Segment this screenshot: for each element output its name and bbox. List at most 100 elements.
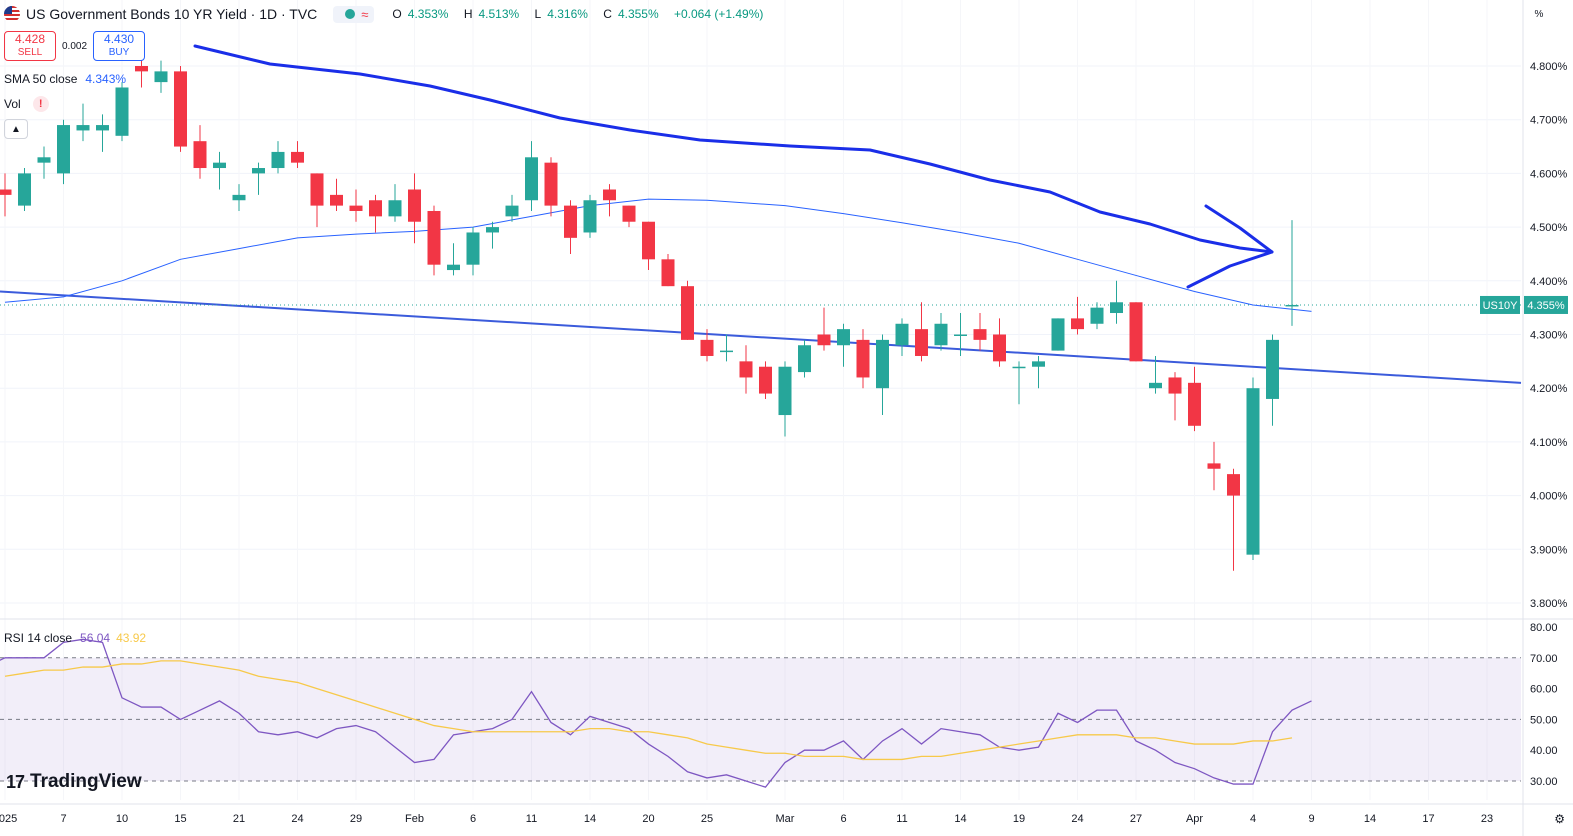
candle <box>57 119 70 185</box>
candle-body <box>232 194 246 201</box>
time-tick-label: 15 <box>174 813 186 825</box>
price-tick-label: 4.100% <box>1530 437 1568 449</box>
candle <box>583 194 597 238</box>
candle-body <box>1285 304 1299 307</box>
candle-body <box>915 329 928 356</box>
price-tick-label: 4.800% <box>1530 61 1568 73</box>
price-tick-label: 4.600% <box>1530 168 1568 180</box>
time-tick-label: 10 <box>116 813 128 825</box>
price-tag[interactable]: US10Y 4.355% <box>1480 295 1568 314</box>
ohlc-low: L 4.316% <box>534 7 588 21</box>
sell-price: 4.428 <box>14 32 46 46</box>
vol-label: Vol <box>4 97 21 111</box>
candle-body <box>1149 382 1162 389</box>
symbol-title[interactable]: US Government Bonds 10 YR Yield · 1D · T… <box>26 6 318 22</box>
market-status-pill[interactable]: ≈ <box>333 5 375 23</box>
time-tick-label: 6 <box>470 813 476 825</box>
collapse-icon[interactable]: ▲ <box>4 119 28 139</box>
time-tick-label: 25 <box>701 813 713 825</box>
time-tick-label: 20 <box>642 813 654 825</box>
candle-body <box>681 286 694 340</box>
rsi-line <box>0 638 1312 788</box>
candle-body <box>720 350 733 353</box>
candle-body <box>57 125 70 174</box>
candle <box>330 178 343 211</box>
buy-label: BUY <box>108 47 130 58</box>
candle <box>837 323 850 367</box>
candle <box>1227 468 1240 571</box>
candle-body <box>427 210 441 265</box>
candle <box>1090 302 1104 330</box>
time-tick-label: 14 <box>584 813 596 825</box>
candle-body <box>1012 366 1026 369</box>
candle <box>798 339 811 378</box>
market-open-icon <box>345 9 356 19</box>
percent-toggle[interactable]: % <box>1534 8 1544 20</box>
sma-legend[interactable]: SMA 50 close 4.343% <box>4 72 126 86</box>
candle <box>564 200 577 254</box>
time-tick-label: 11 <box>526 813 537 825</box>
candle <box>388 184 402 222</box>
candle-body <box>973 329 987 340</box>
freehand-arrowhead <box>1186 204 1274 289</box>
candle <box>193 125 207 179</box>
candle <box>1207 441 1221 491</box>
warning-icon[interactable]: ! <box>32 96 49 112</box>
rsi-ma-line <box>4 660 1293 761</box>
spread-value: 0.002 <box>62 40 88 52</box>
candle-body <box>1110 302 1123 314</box>
tradingview-logo[interactable]: 17 TradingView <box>6 771 142 793</box>
approx-icon: ≈ <box>361 6 369 22</box>
candle <box>1012 361 1026 405</box>
candle <box>0 173 12 217</box>
candle-body <box>115 87 129 136</box>
price-tag-symbol-bg <box>1480 295 1520 314</box>
rsi-legend[interactable]: RSI 14 close 56.04 43.92 <box>4 631 146 645</box>
candle <box>115 82 129 142</box>
candle-body <box>1071 318 1084 330</box>
candle <box>622 205 636 228</box>
price-tag-symbol: US10Y <box>1483 300 1519 312</box>
settings-icon[interactable]: ⚙ <box>1554 812 1565 826</box>
candle <box>174 66 187 152</box>
candle-body <box>369 200 382 217</box>
candle-body <box>1051 318 1065 351</box>
candle-body <box>642 221 655 260</box>
candle-body <box>1090 307 1104 324</box>
candle-body <box>193 141 207 169</box>
rsi-ma-value: 43.92 <box>116 631 147 645</box>
ohlc-close: C 4.355% <box>603 7 659 21</box>
logo-text: TradingView <box>30 771 142 792</box>
candle <box>642 221 655 271</box>
candle <box>18 168 31 211</box>
time-tick-label: 14 <box>1364 813 1376 825</box>
time-tick-label: 24 <box>291 813 303 825</box>
candle-body <box>1129 302 1143 362</box>
candle-body <box>1227 474 1240 496</box>
candle-body <box>486 227 499 233</box>
candle <box>1188 366 1201 432</box>
candle <box>349 189 363 222</box>
sell-button[interactable]: 4.428 SELL <box>4 31 56 61</box>
ohlc-change: +0.064 (+1.49%) <box>673 7 764 21</box>
candle <box>1071 296 1084 335</box>
candle-body <box>856 339 870 378</box>
sell-label: SELL <box>17 47 43 58</box>
price-tag-value: 4.355% <box>1527 300 1565 312</box>
candle <box>369 194 382 233</box>
time-tick-label: 4 <box>1250 813 1256 825</box>
rsi-tick-label: 40.00 <box>1530 745 1558 757</box>
candle <box>466 227 480 276</box>
candle-body <box>525 157 538 201</box>
candle <box>544 157 558 217</box>
candle <box>1032 355 1045 389</box>
candle <box>1129 302 1143 362</box>
vol-legend[interactable]: Vol ! <box>4 96 49 112</box>
candle <box>1051 318 1065 351</box>
candle <box>739 345 753 394</box>
rsi-tick-label: 60.00 <box>1530 684 1558 696</box>
buy-button[interactable]: 4.430 BUY <box>93 31 146 61</box>
price-tick-label: 3.800% <box>1530 598 1568 610</box>
